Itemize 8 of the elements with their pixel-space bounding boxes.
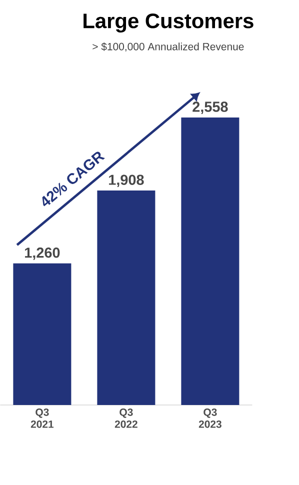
data-label: 1,908 xyxy=(108,174,144,188)
data-label: 2,558 xyxy=(192,102,228,114)
data-label: 1,260 xyxy=(24,248,60,260)
x-tick-label: Q3 2022 xyxy=(114,408,138,428)
chart-title: Large Customers xyxy=(83,13,254,33)
x-tick-label: Q3 2021 xyxy=(30,408,54,428)
chart-subtitle: > $100,000 Annualized Revenue xyxy=(92,42,244,52)
x-tick-label: Q3 2023 xyxy=(198,408,222,428)
